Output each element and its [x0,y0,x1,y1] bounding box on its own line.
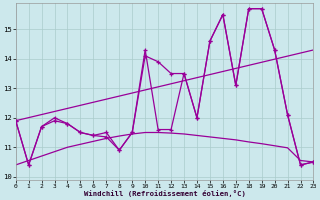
X-axis label: Windchill (Refroidissement éolien,°C): Windchill (Refroidissement éolien,°C) [84,190,245,197]
